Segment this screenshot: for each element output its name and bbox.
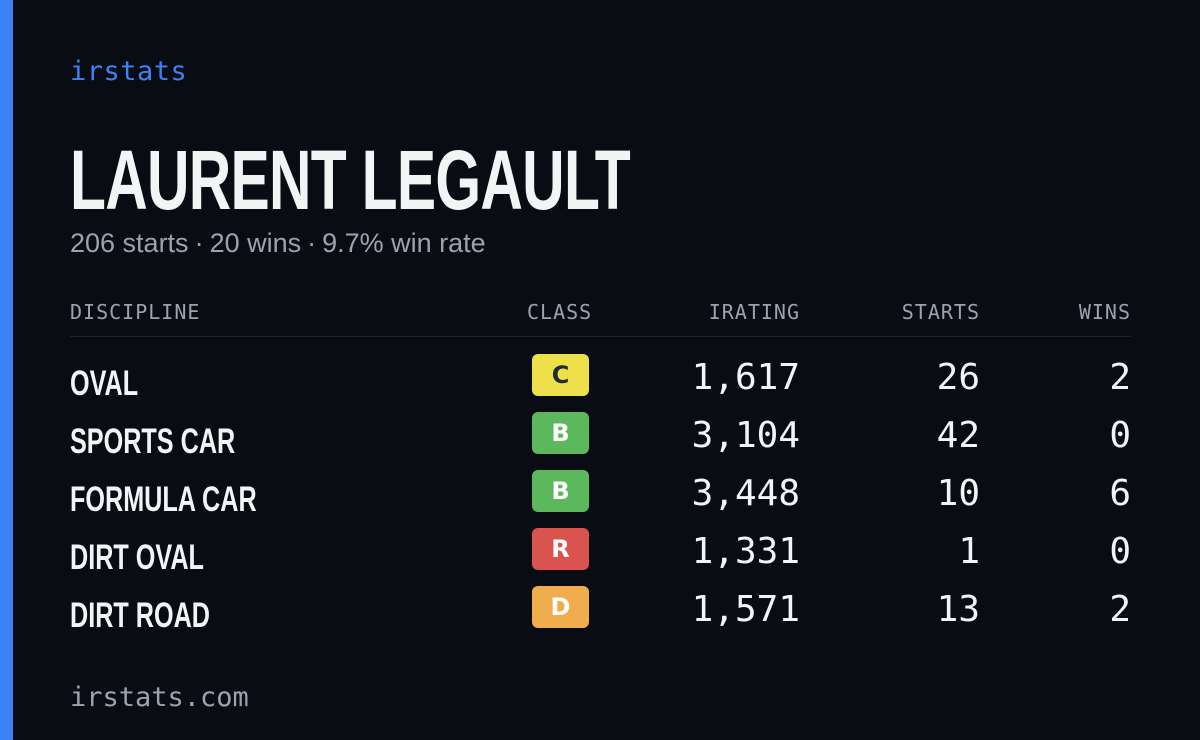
header-wins: WINS [1078,300,1131,324]
wins-value: 0 [1109,531,1131,572]
discipline-name: SPORTS CAR [70,422,236,461]
driver-name: LAURENT LEGAULT [70,133,631,227]
table-row: OVAL C 1,617 26 2 [70,352,1131,410]
table-header: DISCIPLINE CLASS IRATING STARTS WINS [70,300,1131,337]
wins-value: 0 [1109,415,1131,456]
discipline-name: OVAL [70,364,139,403]
class-badge: B [532,470,589,512]
table-row: SPORTS CAR B 3,104 42 0 [70,410,1131,468]
class-badge: C [532,354,589,396]
class-badge: D [532,586,589,628]
table-row: FORMULA CAR B 3,448 10 6 [70,468,1131,526]
discipline-name: FORMULA CAR [70,480,257,519]
wins-value: 2 [1109,357,1131,398]
class-badge: R [532,528,589,570]
wins-value: 6 [1109,473,1131,514]
starts-value: 10 [936,473,980,514]
header-starts: STARTS [901,300,980,324]
driver-summary: 206 starts · 20 wins · 9.7% win rate [70,228,486,259]
separator: · [307,228,317,258]
table-row: DIRT OVAL R 1,331 1 0 [70,526,1131,584]
header-discipline: DISCIPLINE [70,300,201,324]
irating-value: 3,448 [691,473,800,514]
separator: · [194,228,204,258]
class-badge: B [532,412,589,454]
irating-value: 1,331 [691,531,800,572]
header-class: CLASS [527,300,593,324]
irating-value: 1,571 [691,589,800,630]
wins-value: 2 [1109,589,1131,630]
irating-value: 3,104 [691,415,800,456]
starts-value: 13 [936,589,980,630]
table-row: DIRT ROAD D 1,571 13 2 [70,584,1131,642]
starts-summary: 206 starts [70,228,189,258]
footer-site-link[interactable]: irstats.com [70,682,249,713]
accent-bar [0,0,13,740]
discipline-name: DIRT ROAD [70,596,210,635]
starts-value: 26 [936,357,980,398]
winrate-summary: 9.7% win rate [322,228,486,258]
irating-value: 1,617 [691,357,800,398]
discipline-table: OVAL C 1,617 26 2 SPORTS CAR B 3,104 42 … [70,352,1131,642]
starts-value: 1 [958,531,980,572]
brand-logo[interactable]: irstats [70,56,188,87]
discipline-name: DIRT OVAL [70,538,204,577]
wins-summary: 20 wins [209,228,302,258]
starts-value: 42 [936,415,980,456]
header-irating: IRATING [708,300,800,324]
